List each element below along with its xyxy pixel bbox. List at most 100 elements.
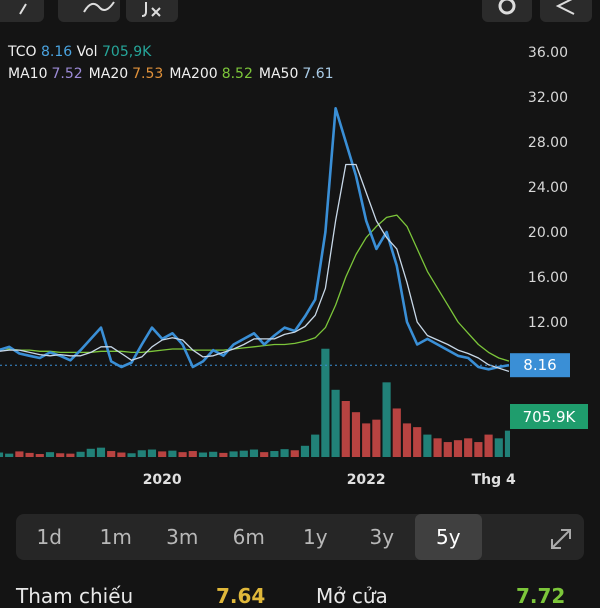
expand-icon[interactable] (548, 526, 574, 552)
series-line (0, 214, 510, 362)
volume-bar (443, 442, 452, 457)
volume-bar (45, 452, 55, 457)
share-icon (555, 0, 575, 15)
y-tick-label: 36.00 (528, 45, 568, 61)
volume-bar (280, 449, 289, 457)
y-tick-label: 12.00 (528, 315, 568, 331)
y-tick-label: 32.00 (528, 90, 568, 106)
volume-bar (219, 452, 228, 457)
period-selector: 1d 1m 3m 6m 1y 3y 5y (16, 514, 584, 560)
volume-bar (331, 389, 340, 457)
volume-bar (423, 434, 432, 457)
x-tick-label: 2022 (347, 472, 386, 488)
volume-bar (168, 450, 177, 457)
stat-value: 7.72 (516, 584, 566, 608)
period-button[interactable]: 3y (369, 525, 395, 549)
price-tag: 8.16 (523, 356, 556, 374)
volume-bar (137, 450, 146, 457)
volume-bar (484, 434, 493, 457)
period-button[interactable]: 6m (232, 525, 265, 549)
volume-bar (321, 348, 330, 457)
series-line (0, 107, 510, 371)
volume-bar (158, 451, 167, 457)
volume-bar (311, 434, 320, 457)
volume-bar (76, 451, 85, 457)
volume-bar (209, 451, 218, 457)
volume-bar (504, 430, 510, 457)
volume-bar (270, 451, 279, 457)
period-button[interactable]: 5y (415, 514, 482, 560)
indicator-value: 7.61 (302, 66, 333, 82)
volume-label: Vol (77, 44, 98, 60)
period-button[interactable]: 3m (166, 525, 199, 549)
volume-bar (66, 453, 75, 457)
volume-bar (372, 419, 381, 457)
volume-bar (56, 453, 65, 457)
indicator-value: 7.52 (51, 66, 82, 82)
period-button[interactable]: 1d (36, 525, 62, 549)
indicator-line: MA10 7.52 MA20 7.53 MA200 8.52 MA50 7.61 (8, 66, 334, 82)
volume-bar (35, 454, 44, 457)
volume-bar (239, 450, 248, 457)
volume-bar (249, 449, 259, 457)
volume: 705,9K (102, 44, 152, 60)
tool-icon (141, 2, 161, 17)
settings-icon (498, 0, 516, 15)
y-tick-label: 20.00 (528, 225, 568, 241)
volume-bar (300, 445, 310, 457)
price-tag-box (510, 353, 570, 378)
volume-bar (147, 449, 157, 457)
toolbar (0, 0, 592, 22)
volume-bar (453, 440, 463, 457)
volume-bar (290, 450, 299, 457)
volume-bar (402, 423, 412, 457)
period-button[interactable]: 1m (99, 525, 132, 549)
indicator-name: MA20 (89, 66, 128, 82)
y-tick-label: 16.00 (528, 270, 568, 286)
volume-bar (127, 453, 136, 457)
volume-bar (86, 448, 95, 457)
x-tick-label: Thg 4 (472, 472, 516, 488)
volume-bar (0, 452, 4, 457)
volume-bar (362, 423, 371, 457)
series-line (0, 163, 510, 373)
volume-bar (494, 438, 503, 457)
plot: 12.00 16.00 20.00 24.00 28.00 32.00 36.00 2020 2… (0, 45, 588, 488)
y-tick-label: 28.00 (528, 135, 568, 151)
volume-bar (382, 382, 391, 457)
volume-bar (188, 451, 197, 457)
volume-bar (107, 451, 116, 457)
volume-bar (15, 451, 24, 457)
price: 8.16 (41, 44, 72, 60)
stat-label: Tham chiếu (16, 584, 134, 608)
tool-button[interactable] (126, 0, 178, 22)
quote-line: TCO 8.16 Vol 705,9K (7, 44, 152, 60)
volume-bar (351, 412, 361, 457)
volume-bar (474, 442, 483, 457)
y-tick-label: 24.00 (528, 180, 568, 196)
volume-tag: 705.9K (523, 408, 577, 426)
volume-bar (464, 438, 473, 457)
settings-button[interactable] (482, 0, 532, 22)
indicator-value: 8.52 (222, 66, 253, 82)
indicator-value: 7.53 (132, 66, 163, 82)
tool-button[interactable] (58, 0, 120, 22)
stat-label: Mở cửa (316, 584, 388, 608)
period-button[interactable]: 1y (302, 525, 328, 549)
plot-area (0, 107, 510, 457)
volume-bar (178, 452, 187, 457)
volume-bar (117, 452, 126, 457)
volume-bar (392, 408, 401, 457)
volume-bar (341, 401, 350, 457)
volume-bar (96, 447, 106, 457)
volume-bar (198, 452, 208, 457)
volume-bar (229, 451, 238, 457)
ticker: TCO (7, 44, 37, 60)
indicator-name: MA200 (169, 66, 217, 82)
volume-bar (25, 452, 34, 457)
volume-tag-box (510, 404, 588, 429)
volume-bar (5, 453, 14, 457)
